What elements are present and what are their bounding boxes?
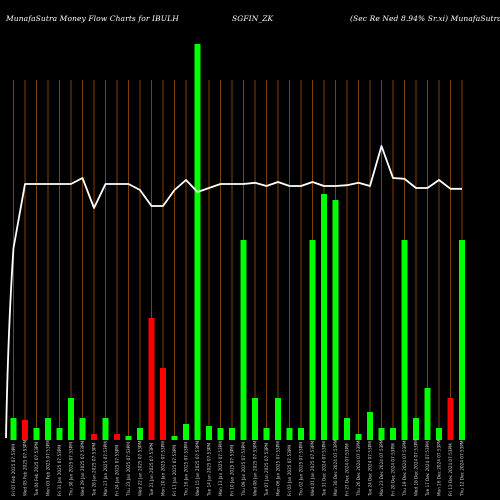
volume-bar (33, 428, 40, 440)
x-tick-label: Mon 13 Jan 2025 07:53PM (218, 441, 223, 496)
chart-grid (13, 80, 463, 440)
volume-bar (194, 44, 201, 440)
x-tick-label: Wed 01 Jan 2025 07:53PM (310, 441, 315, 496)
volume-bar (355, 434, 362, 440)
x-tick-label: Wed 22 Jan 2025 07:53PM (138, 441, 143, 496)
volume-bar (298, 428, 304, 440)
volume-bar (91, 434, 97, 440)
x-tick-label: Wed 08 Jan 2025 07:53PM (253, 441, 258, 496)
x-tick-label: Tue 04 Feb 2025 07:53PM (34, 442, 39, 497)
x-tick-label: Mon 03 Feb 2025 07:53PM (46, 440, 51, 496)
x-tick-label: Tue 28 Jan 2025 07:53PM (92, 442, 97, 497)
volume-bar (401, 240, 408, 440)
x-tick-label: Tue 14 Jan 2025 07:53PM (207, 442, 212, 497)
volume-bar (344, 418, 350, 440)
x-tick-label: Mon 27 Jan 2025 07:53PM (103, 441, 108, 496)
volume-bar (10, 418, 17, 440)
x-tick-label: Tue 17 Dec 2024 07:53PM (425, 441, 430, 497)
x-tick-label: Thu 23 Jan 2025 07:53PM (126, 442, 131, 497)
volume-bar (160, 368, 166, 440)
x-tick-label: Tue 21 Jan 2025 07:53PM (149, 442, 154, 497)
volume-bar (206, 426, 212, 440)
x-tick-label: Fri 13 Dec 2024 07:53PM (448, 443, 453, 496)
x-tick-label: Fri 07 Feb 2025 07:53PM (11, 444, 16, 496)
volume-bar (309, 240, 316, 440)
volume-bar (332, 200, 339, 440)
x-tick-label: Mon 06 Jan 2025 07:53PM (276, 441, 281, 496)
volume-bar (137, 428, 143, 440)
volume-bar (217, 428, 224, 440)
volume-bar (56, 428, 63, 440)
volume-bar (183, 424, 189, 440)
volume-bar (436, 428, 442, 440)
x-tick-label: Fri 03 Jan 2025 07:53PM (287, 445, 292, 496)
x-tick-label: Thu 30 Jan 2025 07:53PM (69, 442, 74, 497)
volume-bar (45, 418, 51, 440)
volume-bar (390, 428, 396, 440)
x-tick-label: Mon 16 Dec 2024 07:53PM (437, 439, 442, 496)
x-tick-label: Thu 19 Dec 2024 07:53PM (402, 440, 407, 497)
x-tick-label: Mon 23 Dec 2024 07:53PM (379, 439, 384, 496)
x-tick-label: Tue 07 Jan 2025 07:53PM (264, 442, 269, 497)
price-line (5, 145, 462, 439)
volume-bar (171, 436, 178, 440)
volume-bar (413, 418, 419, 440)
volume-bar (229, 428, 235, 440)
x-tick-label: Fri 10 Jan 2025 07:53PM (230, 445, 235, 496)
x-tick-label: Fri 31 Jan 2025 07:53PM (57, 445, 62, 496)
volume-bar (22, 420, 28, 440)
chart-header: MunafaSutra Money Flow Charts for IBULH … (0, 0, 500, 30)
x-tick-label: Tue 31 Dec 2024 07:53PM (322, 441, 327, 497)
volume-bars (10, 44, 465, 440)
chart-symbol: SGFIN_ZK (232, 14, 274, 23)
x-tick-label: Thu 02 Jan 2025 07:53PM (299, 442, 304, 497)
volume-bar (252, 398, 258, 440)
volume-bar (286, 428, 293, 440)
chart-description: (Sec Re Ned 8.94% Sr.xi) MunafaSutra.com (350, 14, 500, 23)
volume-bar (378, 428, 385, 440)
x-tick-label: Wed 29 Jan 2025 07:53PM (80, 441, 85, 496)
volume-bar (125, 436, 132, 440)
volume-bar (68, 398, 74, 440)
volume-bar (102, 418, 109, 440)
x-tick-label: Wed 05 Feb 2025 07:53PM (23, 440, 28, 496)
price-line-group (5, 145, 462, 439)
volume-bar (263, 428, 270, 440)
x-tick-label: Fri 24 Jan 2025 07:53PM (115, 445, 120, 496)
x-tick-label: Mon 20 Jan 2025 07:53PM (161, 441, 166, 496)
volume-bar (79, 418, 86, 440)
volume-bar (321, 194, 327, 440)
x-tick-label: Mon 30 Dec 2024 07:53PM (333, 439, 338, 496)
chart-brand-title: MunafaSutra Money Flow Charts for IBULH (6, 14, 179, 23)
volume-bar (114, 434, 120, 440)
x-tick-label: Fri 17 Jan 2025 07:53PM (172, 445, 177, 496)
x-tick-label: Wed 15 Jan 2025 07:53PM (195, 441, 200, 496)
x-tick-label: Wed 18 Dec 2024 07:53PM (414, 439, 419, 496)
volume-bar (424, 388, 431, 440)
volume-bar (447, 398, 454, 440)
volume-bar (367, 412, 373, 440)
x-tick-label: Fri 20 Dec 2024 07:53PM (391, 443, 396, 496)
x-tick-label: Fri 27 Dec 2024 07:53PM (345, 443, 350, 496)
x-tick-label: Thu 16 Jan 2025 07:53PM (184, 442, 189, 497)
x-tick-label: Tue 24 Dec 2024 07:53PM (368, 441, 373, 497)
x-axis-ticks: Fri 07 Feb 2025 07:53PM Wed 05 Feb 2025 0… (11, 439, 465, 497)
volume-bar (240, 240, 247, 440)
volume-bar (148, 318, 155, 440)
volume-bar (275, 398, 281, 440)
x-tick-label: Thu 09 Jan 2025 07:53PM (241, 442, 246, 497)
volume-bar (459, 240, 465, 440)
x-tick-label: Thu 26 Dec 2024 07:53PM (356, 440, 361, 497)
x-tick-label: Thu 12 Dec 2024 07:53PM (460, 440, 465, 497)
